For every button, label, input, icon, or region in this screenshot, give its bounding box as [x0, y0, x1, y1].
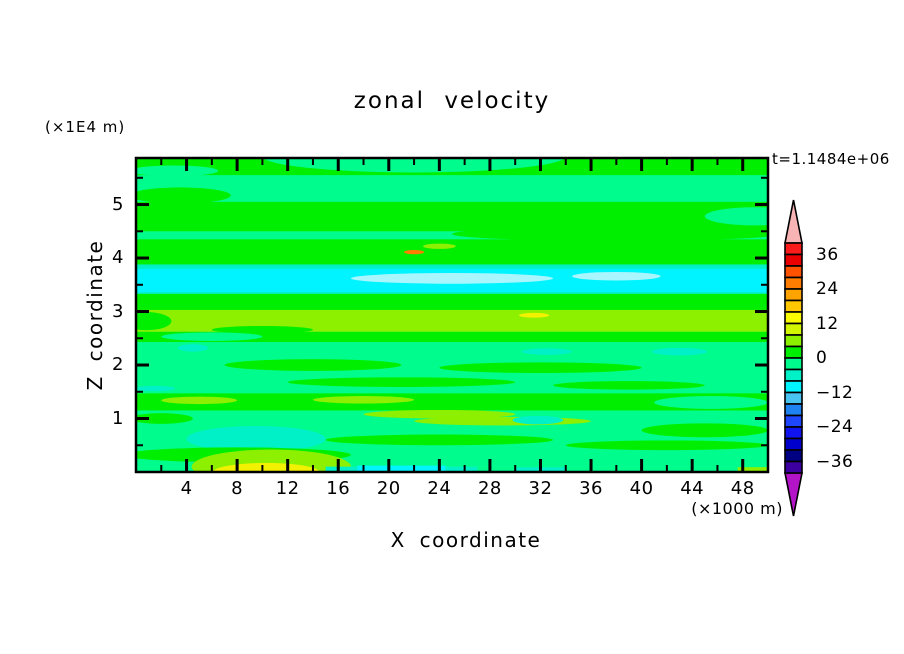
colorbar-tick-label: −36 — [816, 451, 854, 472]
axis-ticks — [137, 159, 767, 471]
x-tick-label: 16 — [326, 478, 351, 499]
chart-title: zonal velocity — [353, 88, 551, 114]
y-tick-label: 5 — [112, 193, 124, 215]
x-tick-label: 40 — [629, 478, 654, 499]
y-axis-units: (×1E4 m) — [45, 118, 126, 136]
colorbar-tick-label: −12 — [816, 382, 854, 403]
x-axis-label: X coordinate — [390, 528, 542, 552]
contour-fill — [136, 158, 768, 472]
x-tick-label: 48 — [730, 478, 755, 499]
colorbar-tick-label: 0 — [816, 348, 828, 368]
colorbar-over-arrow — [784, 199, 803, 244]
x-tick-label: 12 — [275, 478, 300, 499]
x-tick-label: 44 — [680, 478, 705, 499]
y-tick-label: 3 — [112, 300, 124, 322]
y-tick-label: 4 — [112, 247, 124, 269]
x-tick-label: 24 — [427, 478, 452, 499]
y-tick-label: 2 — [112, 354, 124, 375]
x-tick-label: 32 — [528, 478, 553, 499]
y-tick-label: 1 — [112, 407, 124, 429]
colorbar-tick-label: 24 — [816, 279, 839, 299]
time-annotation: t=1.1484e+06 — [772, 150, 890, 168]
plot-border — [134, 156, 770, 474]
x-tick-label: 4 — [180, 478, 193, 499]
x-tick-label: 36 — [579, 478, 603, 499]
x-tick-label: 8 — [231, 478, 244, 499]
x-tick-label: 20 — [376, 478, 401, 499]
colorbar-under-arrow — [784, 472, 803, 517]
x-tick-label: 28 — [477, 478, 502, 499]
x-axis-units: (×1000 m) — [691, 499, 783, 518]
colorbar-tick-label: 12 — [816, 313, 839, 334]
colorbar — [784, 199, 803, 517]
colorbar-tick-label: −24 — [816, 417, 854, 437]
colorbar-tick-label: 36 — [816, 244, 839, 265]
